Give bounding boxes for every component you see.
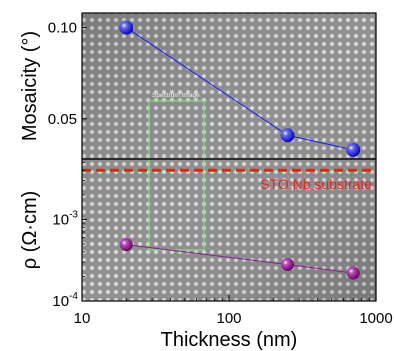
bottom-panel: STO:Nb substrate 10-4 10-3 10 100 1000 ρ (Ω… <box>19 158 393 351</box>
top-panel: 0.10 0.05 Mosaicity (°) <box>19 12 377 160</box>
top-y-axis-label: Mosaicity (°) <box>19 31 41 141</box>
resistivity-point-2 <box>346 266 360 280</box>
mosaicity-point-2 <box>346 142 361 157</box>
plot-background-shade <box>82 13 376 301</box>
mosaicity-point-1 <box>280 128 295 143</box>
x-tick-label: 10 <box>74 310 91 327</box>
top-y-tick-label: 0.05 <box>48 111 77 128</box>
x-axis-label: Thickness (nm) <box>161 329 298 351</box>
bottom-y-axis-label: ρ (Ω·cm) <box>19 191 41 270</box>
x-tick-label: 1000 <box>359 310 392 327</box>
bottom-y-tick-label: 10-4 <box>52 291 78 310</box>
bottom-y-tick-label: 10-3 <box>52 209 78 228</box>
spectrum-image-box <box>148 100 205 251</box>
top-y-tick-label: 0.10 <box>48 20 77 37</box>
resistivity-point-0 <box>119 238 133 252</box>
spectrum-image-label: Spectrum Image <box>152 92 200 99</box>
x-tick-label: 100 <box>216 310 241 327</box>
mosaicity-point-0 <box>119 20 134 35</box>
resistivity-point-1 <box>280 258 294 272</box>
substrate-reference-label: STO:Nb substrate <box>260 176 372 192</box>
